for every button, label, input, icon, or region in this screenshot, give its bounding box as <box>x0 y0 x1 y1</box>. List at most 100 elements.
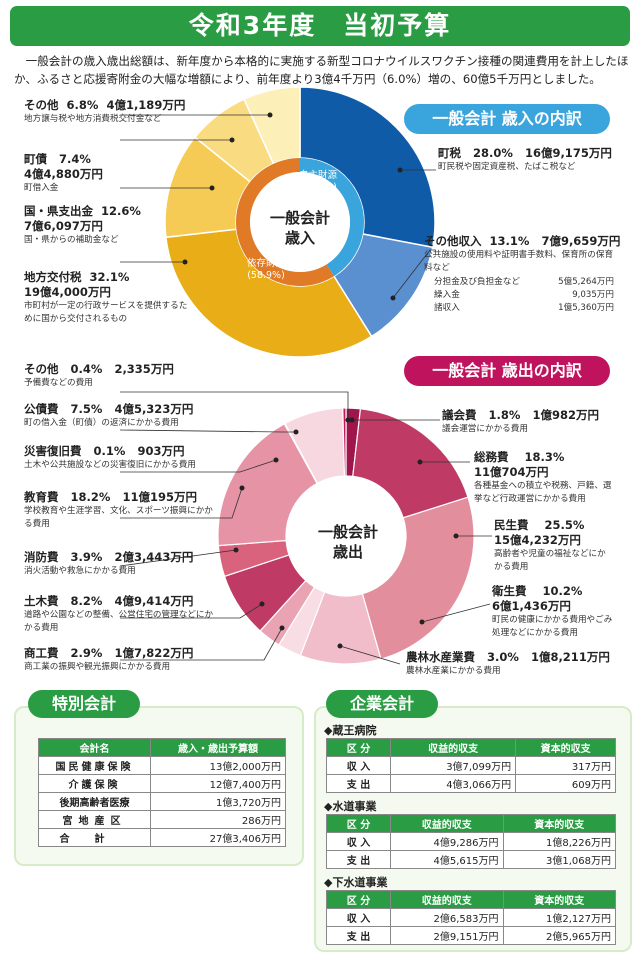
exp-council-amount: 1億982万円 <box>532 408 599 422</box>
table-row: 国民健康保険 13億2,000万円 <box>38 756 286 775</box>
exp-fire-note: 消火活動や救急にかかる費用 <box>24 566 136 576</box>
table-cell: 3億1,068万円 <box>502 850 616 869</box>
table-row: 宮地産区 286万円 <box>38 810 286 829</box>
rev-bond-amount: 4億4,880万円 <box>24 167 103 181</box>
breakdown-amount: 5億5,264万円 <box>558 277 614 287</box>
own-source-label: 自主財源 (41.1%) <box>282 170 354 194</box>
rev-label-grant: 国・県支出金 12.6% 7億6,097万円 国・県からの補助金など <box>24 204 141 247</box>
rev-grant-pct: 12.6% <box>101 204 141 218</box>
exp-health-name: 衛生費 <box>492 584 527 598</box>
exp-center-line2: 歳出 <box>332 543 363 561</box>
exp-label-general: 総務費 18.3% 11億704万円 各種基金への積立や税務、戸籍、選挙など行政… <box>474 450 618 506</box>
intro-text: 一般会計の歳入歳出総額は、新年度から本格的に実施する新型コロナウイルスワクチン接… <box>14 54 629 86</box>
table-cell: 支 出 <box>326 774 391 793</box>
exp-welfare-amount: 15億4,232万円 <box>494 533 581 547</box>
table-cell: 1億2,127万円 <box>502 908 616 927</box>
exp-welfare-note: 高齢者や児童の福祉などにかかる費用 <box>494 549 606 572</box>
exp-education-amount: 11億195万円 <box>122 490 197 504</box>
table-header-row: 区 分収益的収支 資本的収支 <box>326 890 616 909</box>
table-cell: 宮地産区 <box>38 810 151 829</box>
hospital-title: ◆蔵王病院 <box>324 724 377 737</box>
revenue-leader-dot <box>397 167 403 173</box>
exp-label-debt: 公債費 7.5% 4億5,323万円 町の借入金（町債）の返済にかかる費用 <box>24 402 193 430</box>
rev-allocation-name: 地方交付税 <box>24 270 82 284</box>
rev-other-amount: 4億1,189万円 <box>106 98 186 112</box>
exp-agriculture-note: 農林水産業にかかる費用 <box>406 666 501 676</box>
exp-debt-pct: 7.5% <box>70 402 103 416</box>
page-title: 令和3年度 当初予算 <box>10 6 630 46</box>
rev-bond-note: 町借入金 <box>24 183 59 193</box>
rev-grant-name: 国・県支出金 <box>24 204 93 218</box>
expenditure-leader-dot <box>293 429 299 435</box>
revenue-dependent-ring <box>236 158 334 286</box>
exp-health-amount: 6億1,436万円 <box>492 599 571 613</box>
rev-label-other-income: その他収入 13.1% 7億9,659万円 公共施設の使用料や証明書手数料、保育… <box>424 234 620 275</box>
exp-agriculture-amount: 1億8,211万円 <box>530 650 610 664</box>
table-cell: 4億9,286万円 <box>390 832 504 851</box>
exp-education-note: 学校教育や生涯学習、文化、スポーツ振興にかかる費用 <box>24 506 213 529</box>
exp-label-disaster: 災害復旧費 0.1% 903万円 土木や公共施設などの災害復旧にかかる費用 <box>24 444 196 472</box>
rev-label-bond: 町債 7.4% 4億4,880万円 町借入金 <box>24 152 103 195</box>
exp-other-note: 予備費などの費用 <box>24 378 93 388</box>
breakdown-amount: 1億5,360万円 <box>558 303 614 313</box>
exp-label-civil: 土木費 8.2% 4億9,414万円 道路や公園などの整備、公営住宅の管理などに… <box>24 594 220 635</box>
exp-council-pct: 1.8% <box>488 408 521 422</box>
hospital-table: 区 分収益的収支 資本的収支 収 入 3億7,099万円 317万円 支 出 4億3,0… <box>326 738 616 793</box>
exp-council-note: 議会運営にかかる費用 <box>442 424 528 434</box>
rev-tax-name: 町税 <box>438 146 461 160</box>
rev-grant-amount: 7億6,097万円 <box>24 219 103 233</box>
exp-label-fire: 消防費 3.9% 2億3,443万円 消火活動や救急にかかる費用 <box>24 550 193 578</box>
expenditure-leader-line <box>119 549 237 567</box>
exp-fire-pct: 3.9% <box>70 550 103 564</box>
rev-otherincome-amount: 7億9,659万円 <box>541 234 621 248</box>
table-cell: 3億7,099万円 <box>389 756 517 775</box>
table-header: 収益的収支 <box>389 738 517 757</box>
exp-commerce-pct: 2.9% <box>70 646 103 660</box>
revenue-own-ring <box>300 158 364 277</box>
own-source-name: 自主財源 <box>298 170 337 181</box>
table-header: 区 分 <box>326 890 391 909</box>
table-cell: 1億8,226万円 <box>502 832 616 851</box>
exp-center-line1: 一般会計 <box>317 523 378 541</box>
table-cell: 収 入 <box>326 756 391 775</box>
table-row: 収 入 2億6,583万円 1億2,127万円 <box>326 908 616 927</box>
table-cell: 4億3,066万円 <box>389 774 517 793</box>
rev-other-note: 地方譲与税や地方消費税交付金など <box>24 114 162 124</box>
exp-education-pct: 18.2% <box>70 490 111 504</box>
table-row: 支 出 4億5,615万円 3億1,068万円 <box>326 850 616 869</box>
expenditure-leader-line <box>339 645 401 665</box>
special-account-title: 特別会計 <box>28 690 140 718</box>
exp-label-welfare: 民生費 25.5% 15億4,232万円 高齢者や児童の福祉などにかかる費用 <box>494 518 610 574</box>
exp-disaster-note: 土木や公共施設などの災害復旧にかかる費用 <box>24 460 196 470</box>
table-row: 収 入 3億7,099万円 317万円 <box>326 756 616 775</box>
rev-other-pct: 6.8% <box>66 98 99 112</box>
special-account-table: 会計名 歳入・歳出予算額 国民健康保険 13億2,000万円 介護保険 12億7,4… <box>38 738 286 847</box>
revenue-center-hole <box>250 172 350 272</box>
table-header: 区 分 <box>326 814 391 833</box>
revenue-chart-title: 一般会計 歳入の内訳 <box>404 104 610 134</box>
table-cell: 317万円 <box>515 756 616 775</box>
table-cell: 収 入 <box>326 908 391 927</box>
table-cell: 27億3,406万円 <box>150 828 286 847</box>
exp-civil-note: 道路や公園などの整備、公営住宅の管理などにかかる費用 <box>24 610 214 633</box>
revenue-leader-dot <box>267 112 273 118</box>
exp-commerce-amount: 1億7,822万円 <box>114 646 194 660</box>
breakdown-amount: 9,035万円 <box>572 290 614 300</box>
table-cell: 国民健康保険 <box>38 756 151 775</box>
exp-label-agriculture: 農林水産業費 3.0% 1億8,211万円 農林水産業にかかる費用 <box>406 650 610 678</box>
table-cell: 2億6,583万円 <box>390 908 504 927</box>
exp-civil-name: 土木費 <box>24 594 59 608</box>
exp-education-name: 教育費 <box>24 490 59 504</box>
breakdown-name: 諸収入 <box>434 303 460 313</box>
expenditure-leader-dot <box>453 533 459 539</box>
rev-bond-name: 町債 <box>24 152 47 166</box>
exp-debt-name: 公債費 <box>24 402 59 416</box>
table-cell: 286万円 <box>150 810 286 829</box>
expenditure-leader-dot <box>239 485 245 491</box>
expenditure-leader-line <box>120 487 243 519</box>
table-header-row: 区 分収益的収支 資本的収支 <box>326 814 616 833</box>
dependent-source-name: 依存財源 <box>246 258 285 269</box>
exp-health-pct: 10.2% <box>542 584 583 598</box>
